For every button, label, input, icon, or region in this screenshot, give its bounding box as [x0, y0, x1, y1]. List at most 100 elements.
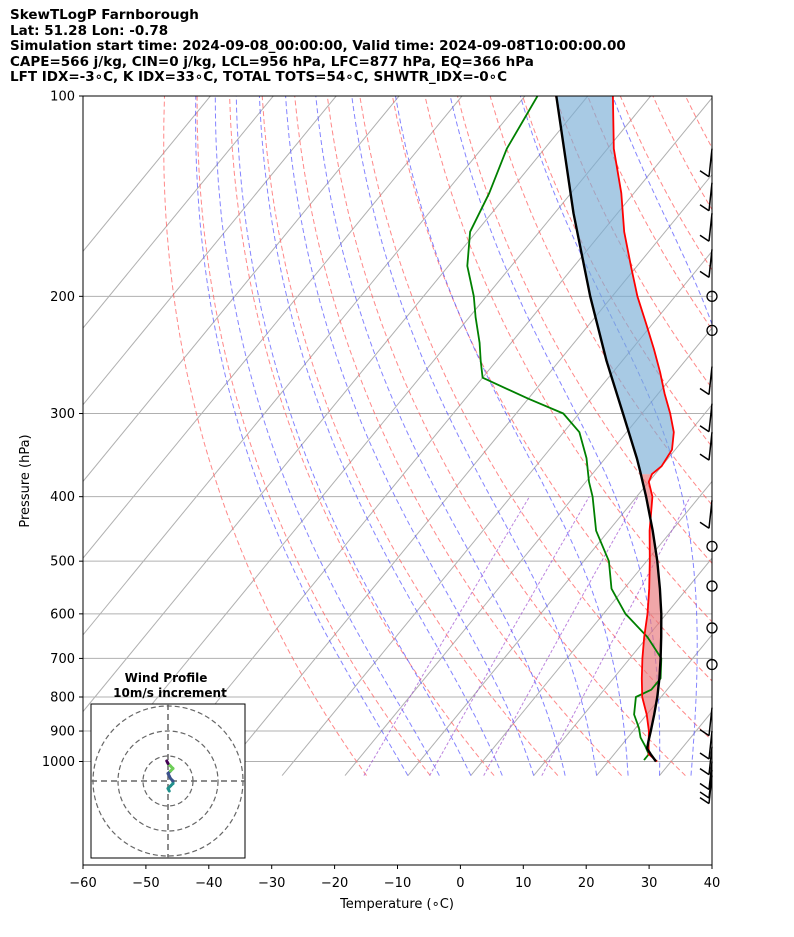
x-tick-label: −40: [195, 876, 222, 891]
wind-barb: [699, 366, 713, 396]
dry-adiabat: [261, 96, 559, 776]
barb-flag: [699, 270, 710, 278]
wind-barb: [699, 730, 713, 760]
barb-shaft: [708, 761, 713, 790]
hodograph-subtitle: 10m/s increment: [113, 686, 227, 700]
shaded-areas: [556, 96, 674, 750]
barb-shaft: [708, 730, 713, 760]
isotherm-line: [470, 480, 712, 776]
barb-flag: [699, 796, 710, 805]
dry-adiabat: [783, 96, 794, 776]
moist-adiabat: [449, 96, 661, 776]
y-tick-label: 500: [50, 555, 75, 570]
isotherm-line: [785, 96, 794, 776]
calm-wind-marker: [706, 324, 718, 337]
x-tick-label: 0: [456, 876, 464, 891]
isotherm-line: [83, 96, 337, 406]
wind-barb: [699, 769, 713, 799]
isotherm-line: [344, 327, 712, 776]
moist-adiabat: [214, 96, 440, 776]
dry-adiabat: [751, 96, 794, 776]
barb-shaft: [708, 213, 713, 242]
dry-adiabat: [391, 96, 712, 682]
barb-flag: [699, 453, 710, 461]
isotherm-line: [596, 634, 712, 776]
time-line: Simulation start time: 2024-09-08_00:00:…: [10, 38, 626, 54]
isotherm-line: [218, 173, 712, 776]
x-tick-label: −10: [384, 876, 411, 891]
x-axis-ticks: −60 −50 −40 −30 −20 −10 0 10 20 30 40: [69, 865, 720, 891]
barb-shaft: [708, 746, 713, 775]
x-tick-label: 10: [515, 876, 532, 891]
hodograph-title: Wind Profile: [125, 671, 208, 685]
isotherm-line: [93, 96, 652, 776]
barb-shaft: [708, 403, 713, 432]
barb-flag: [699, 521, 710, 529]
cape-line: CAPE=566 j/kg, CIN=0 j/kg, LCL=956 hPa, …: [10, 53, 534, 70]
mixing-ratio-line: [363, 496, 530, 776]
x-tick-label: −20: [321, 876, 348, 891]
temperature-line: [612, 96, 675, 763]
dry-adiabat: [163, 96, 367, 776]
hodograph-inset: Wind Profile 10m/s increment: [90, 671, 246, 859]
x-tick-label: 40: [704, 876, 721, 891]
y-tick-label: 200: [50, 290, 75, 305]
dry-adiabat: [294, 96, 622, 776]
barb-shaft: [708, 249, 713, 278]
moist-adiabat: [315, 96, 566, 776]
background-lines: [83, 96, 794, 776]
barb-flag: [699, 729, 710, 737]
wind-barb: [699, 213, 713, 242]
wind-barb: [699, 182, 713, 212]
mixing-ratio-line: [429, 496, 590, 776]
isotherm-line: [83, 96, 526, 636]
barb-shaft: [708, 366, 713, 395]
calm-wind-marker: [706, 658, 718, 671]
isotherm-line: [407, 403, 712, 776]
y-axis-label: Pressure (hPa): [18, 434, 33, 527]
x-tick-label: −60: [69, 876, 96, 891]
moist-adiabat: [785, 96, 794, 776]
moist-adiabat: [258, 96, 503, 776]
barb-flag: [699, 170, 710, 178]
x-tick-label: −30: [258, 876, 285, 891]
moist-adiabat: [736, 96, 794, 776]
barb-flag: [699, 204, 710, 212]
barb-flag: [699, 387, 710, 396]
wind-barb: [699, 746, 713, 776]
isotherm-line: [533, 557, 712, 776]
moist-adiabat: [351, 96, 598, 776]
x-tick-label: −50: [132, 876, 159, 891]
barb-flag: [699, 425, 710, 433]
indices-line: LFT IDX=-3∘C, K IDX=33∘C, TOTAL TOTS=54∘…: [10, 69, 508, 85]
calm-wind-marker: [706, 290, 718, 302]
mixing-ratio-line: [541, 496, 691, 776]
mixing-ratio-line: [483, 496, 639, 776]
wind-barb: [699, 761, 713, 791]
x-tick-label: 20: [578, 876, 595, 891]
dry-adiabat: [718, 96, 794, 776]
dry-adiabat: [229, 96, 495, 776]
barb-shaft: [708, 707, 713, 736]
isotherm-line: [83, 96, 463, 559]
calm-wind-marker: [706, 622, 718, 634]
isotherm-line: [83, 96, 400, 483]
x-tick-label: 30: [641, 876, 658, 891]
parcel-line: [555, 96, 663, 763]
chart-title: SkewTLogP Farnborough: [10, 7, 199, 23]
upper-shaded-area: [556, 96, 674, 475]
hodograph-trace: [165, 759, 170, 765]
y-axis-ticks: 100 200 300 400 500 600 700 800 900 1000: [42, 90, 83, 770]
cape-area: [640, 474, 662, 750]
y-tick-label: 300: [50, 407, 75, 422]
dewpoint-line: [466, 96, 663, 761]
wind-barb: [699, 403, 713, 433]
barb-shaft: [708, 769, 713, 799]
moist-adiabat: [285, 96, 535, 776]
location-line: Lat: 51.28 Lon: -0.78: [10, 22, 169, 39]
barb-shaft: [708, 432, 713, 461]
y-tick-label: 1000: [42, 755, 75, 770]
wind-barb: [699, 249, 713, 278]
barb-flag: [699, 752, 710, 760]
